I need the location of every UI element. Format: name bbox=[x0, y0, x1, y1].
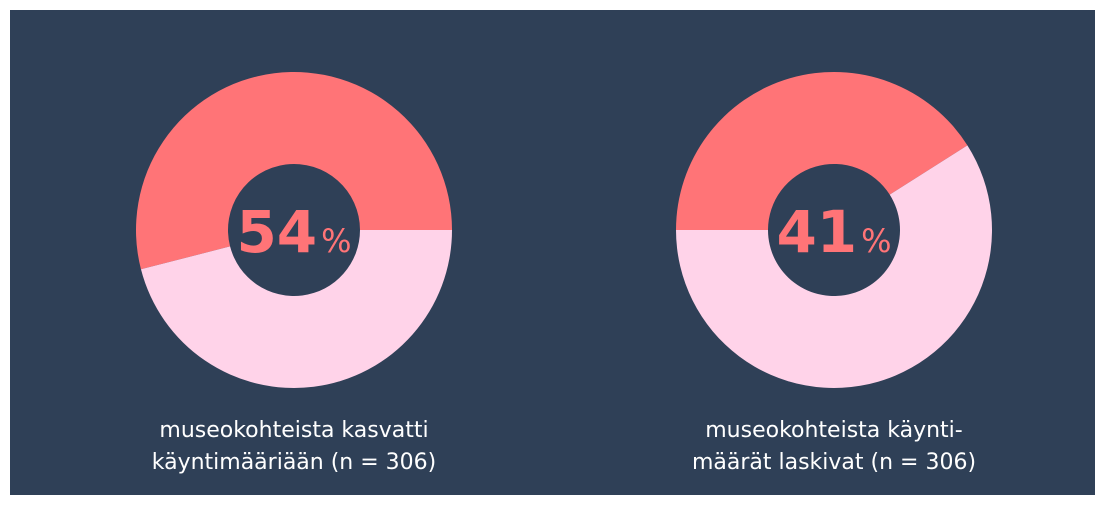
donut-slice bbox=[140, 230, 452, 388]
caption: käyntimääriään (n = 306) bbox=[152, 450, 437, 475]
center-label: 41% bbox=[776, 198, 891, 266]
caption: museokohteista käynti- bbox=[705, 418, 963, 443]
center-label: 54% bbox=[236, 198, 351, 266]
center-unit: % bbox=[861, 222, 891, 260]
donut-slice bbox=[676, 72, 968, 230]
caption: määrät laskivat (n = 306) bbox=[692, 450, 976, 475]
center-value: 54 bbox=[236, 198, 317, 266]
donut-slice bbox=[676, 145, 992, 388]
caption: museokohteista kasvatti bbox=[159, 418, 428, 443]
center-value: 41 bbox=[776, 198, 857, 266]
donut-slice bbox=[136, 71, 453, 270]
center-unit: % bbox=[321, 222, 351, 260]
